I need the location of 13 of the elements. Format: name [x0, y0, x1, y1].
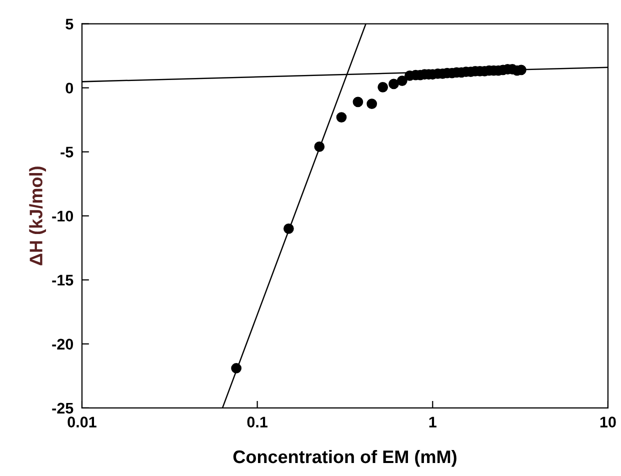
x-tick-label: 0.01 [68, 416, 96, 428]
x-tick-label: 0.1 [247, 416, 268, 428]
x-axis-title: Concentration of EM (mM) [233, 450, 456, 467]
y-tick-label: -10 [52, 210, 74, 222]
y-tick-label: -15 [52, 274, 74, 286]
y-tick-label: -25 [52, 402, 74, 414]
y-axis-title: ΔH (kJ/mol) [29, 166, 46, 266]
y-tick-label: -20 [52, 338, 74, 350]
x-tick-label: 10 [600, 416, 616, 428]
x-tick-label: 1 [429, 416, 436, 428]
y-tick-label: -5 [60, 146, 74, 158]
y-tick-label: 0 [66, 82, 74, 94]
y-tick-label: 5 [66, 18, 74, 30]
